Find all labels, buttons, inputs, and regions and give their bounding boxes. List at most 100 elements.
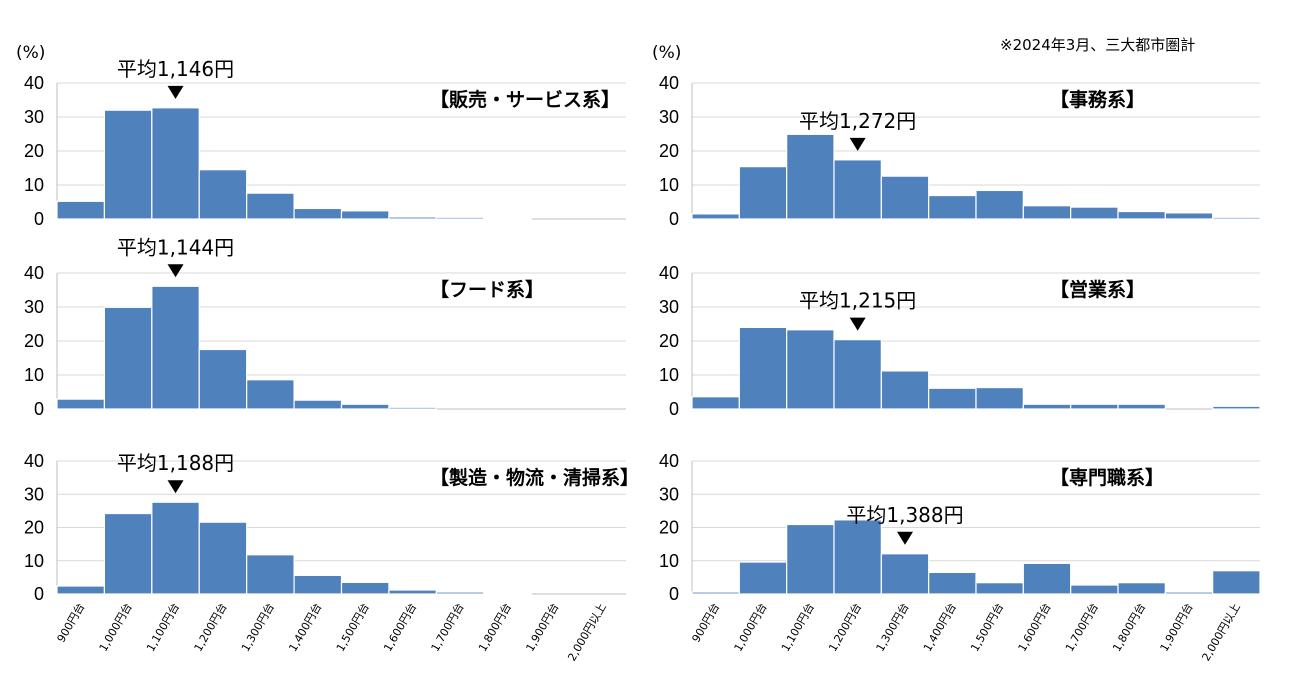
y-tick-label: 0	[34, 209, 44, 229]
bar-5	[246, 554, 295, 595]
x-tick-label: 900円台	[689, 601, 723, 645]
x-tick-label: 1,600円台	[1015, 601, 1054, 654]
bar-12	[1212, 570, 1261, 595]
bar-7	[340, 210, 390, 220]
bar-10	[483, 217, 532, 220]
y-tick-label: 20	[659, 141, 679, 161]
bar-4	[833, 339, 882, 410]
y-tick-label: 30	[659, 107, 679, 127]
average-marker	[167, 85, 184, 99]
bar-2	[103, 306, 153, 410]
bar-9	[1070, 584, 1119, 595]
x-tick-label: 1,100円台	[778, 601, 817, 654]
bar-1	[691, 591, 740, 595]
y-tick-label: 0	[669, 399, 679, 419]
y-tick-label: 10	[24, 175, 44, 195]
x-tick-label: 900円台	[54, 601, 88, 645]
y-tick-label: 40	[659, 451, 679, 471]
bar-7	[975, 386, 1024, 410]
bar-2	[738, 326, 788, 410]
bar-5	[880, 175, 930, 220]
chart-panel-3: 0 10 20 30 40 【フード系】 平均1,144円	[24, 235, 626, 419]
bar-5	[246, 379, 295, 410]
bar-10	[483, 592, 532, 595]
bar-12	[1212, 216, 1261, 220]
bar-5	[880, 370, 930, 410]
bar-11	[1164, 212, 1214, 220]
bar-11	[1164, 591, 1214, 595]
bar-2	[738, 561, 788, 595]
y-tick-label: 40	[659, 73, 679, 93]
average-label: 平均1,146円	[117, 57, 234, 81]
y-tick-label: 20	[24, 141, 44, 161]
bar-9	[1070, 403, 1119, 410]
bar-2	[103, 109, 153, 220]
x-tick-label: 1,900円台	[1157, 601, 1196, 654]
bar-5	[880, 553, 930, 595]
bar-7	[975, 189, 1024, 220]
bar-3	[151, 107, 200, 220]
chart-panel-2: 0 10 20 30 40 【事務系】平均1,272円	[659, 73, 1261, 229]
panel-title: 【フード系】	[430, 278, 544, 301]
x-tick-label: 1,900円台	[523, 601, 562, 654]
y-tick-label: 30	[659, 484, 679, 504]
y-tick-label: 20	[24, 518, 44, 538]
y-tick-label: 30	[24, 297, 44, 317]
bar-8	[1022, 403, 1072, 410]
bar-7	[975, 582, 1024, 595]
chart-panel-1: 0 10 20 30 40 【販売・サービス系】 平均1,146円	[24, 57, 626, 229]
x-tick-label: 1,300円台	[238, 601, 277, 654]
bar-5	[246, 192, 295, 220]
chart-panel-4: 0 10 20 30 40 【営業系】 平均1,215円	[659, 263, 1261, 419]
y-tick-label: 20	[659, 518, 679, 538]
bar-4	[198, 348, 248, 410]
bar-1	[691, 213, 740, 220]
bar-3	[151, 285, 200, 410]
average-marker	[849, 317, 866, 331]
bar-1	[56, 398, 106, 410]
bar-8	[388, 406, 437, 410]
bar-6	[293, 574, 343, 595]
bar-9	[435, 216, 485, 220]
average-label: 平均1,215円	[799, 289, 916, 313]
y-tick-label: 20	[24, 331, 44, 351]
bar-6	[928, 194, 977, 220]
bar-4	[198, 169, 248, 220]
bar-8	[1022, 205, 1072, 220]
bar-6	[293, 399, 343, 410]
x-tick-label: 1,400円台	[920, 601, 959, 654]
bar-1	[691, 396, 740, 410]
chart-panel-6: 0 10 20 30 40 【専門職系】平均1,388円 900円台 1,000円台 1,100…	[659, 451, 1261, 663]
bar-9	[435, 591, 485, 595]
average-marker	[897, 531, 913, 545]
x-tick-label: 1,200円台	[191, 601, 230, 654]
y-tick-label: 10	[659, 175, 679, 195]
bar-3	[786, 133, 835, 220]
bar-8	[388, 216, 437, 220]
bar-1	[56, 200, 106, 220]
y-tick-label: 0	[34, 584, 44, 604]
bar-8	[1022, 562, 1072, 595]
average-label: 平均1,388円	[846, 503, 963, 527]
bar-6	[928, 571, 977, 595]
right-unit-label: (%)	[652, 43, 681, 63]
panel-title: 【事務系】	[1050, 88, 1145, 111]
y-tick-label: 30	[24, 107, 44, 127]
bar-2	[103, 512, 153, 595]
bar-8	[388, 589, 437, 595]
bar-7	[340, 403, 390, 410]
x-tick-label: 1,200円台	[825, 601, 864, 654]
y-tick-label: 0	[669, 584, 679, 604]
bar-3	[151, 501, 200, 595]
y-tick-label: 20	[659, 331, 679, 351]
y-tick-label: 30	[659, 297, 679, 317]
x-tick-label: 1,700円台	[1062, 601, 1101, 654]
average-marker	[167, 264, 184, 278]
average-label: 平均1,272円	[799, 109, 916, 133]
bar-9	[1070, 206, 1119, 220]
bar-6	[293, 207, 343, 220]
x-tick-label: 1,000円台	[731, 601, 770, 654]
average-marker	[167, 480, 184, 494]
y-tick-label: 30	[24, 484, 44, 504]
bar-10	[1117, 210, 1166, 220]
